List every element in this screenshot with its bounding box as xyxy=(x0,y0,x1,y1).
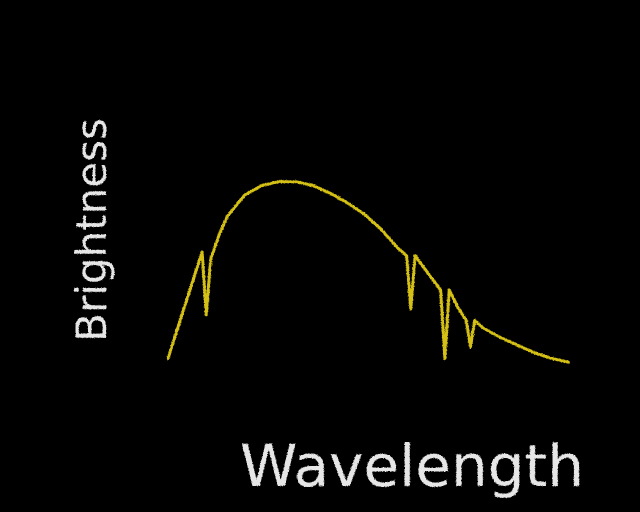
data-point xyxy=(311,184,314,187)
data-point xyxy=(422,266,425,269)
data-point xyxy=(465,319,468,322)
data-point xyxy=(362,212,366,216)
data-point xyxy=(396,247,400,250)
data-point xyxy=(205,313,208,316)
data-point xyxy=(226,214,229,218)
x-axis-label: Wavelength xyxy=(240,432,584,500)
data-point xyxy=(533,351,536,354)
data-point xyxy=(473,319,476,322)
data-point xyxy=(409,307,412,311)
data-point xyxy=(183,304,187,307)
data-point xyxy=(200,250,204,254)
data-point xyxy=(439,288,442,292)
data-point xyxy=(328,191,332,195)
data-point xyxy=(166,357,170,360)
data-point xyxy=(217,233,221,237)
data-point xyxy=(482,326,485,330)
data-point xyxy=(345,201,349,204)
data-point xyxy=(405,254,408,257)
data-point xyxy=(567,361,570,364)
y-axis-label: Brightness xyxy=(67,118,116,342)
data-point xyxy=(499,336,502,339)
data-point xyxy=(294,180,297,183)
data-point xyxy=(243,193,246,197)
data-point xyxy=(209,258,212,261)
series-layer xyxy=(166,180,570,364)
data-point xyxy=(516,343,519,347)
data-point xyxy=(379,228,383,231)
data-point xyxy=(469,345,472,349)
data-point xyxy=(550,357,553,360)
data-point xyxy=(443,357,447,360)
spectrum-line xyxy=(166,180,570,364)
data-point xyxy=(277,180,280,183)
data-point xyxy=(456,305,459,309)
data-point xyxy=(448,288,451,292)
data-point xyxy=(413,254,417,257)
data-point xyxy=(260,184,263,187)
data-point xyxy=(430,277,434,280)
